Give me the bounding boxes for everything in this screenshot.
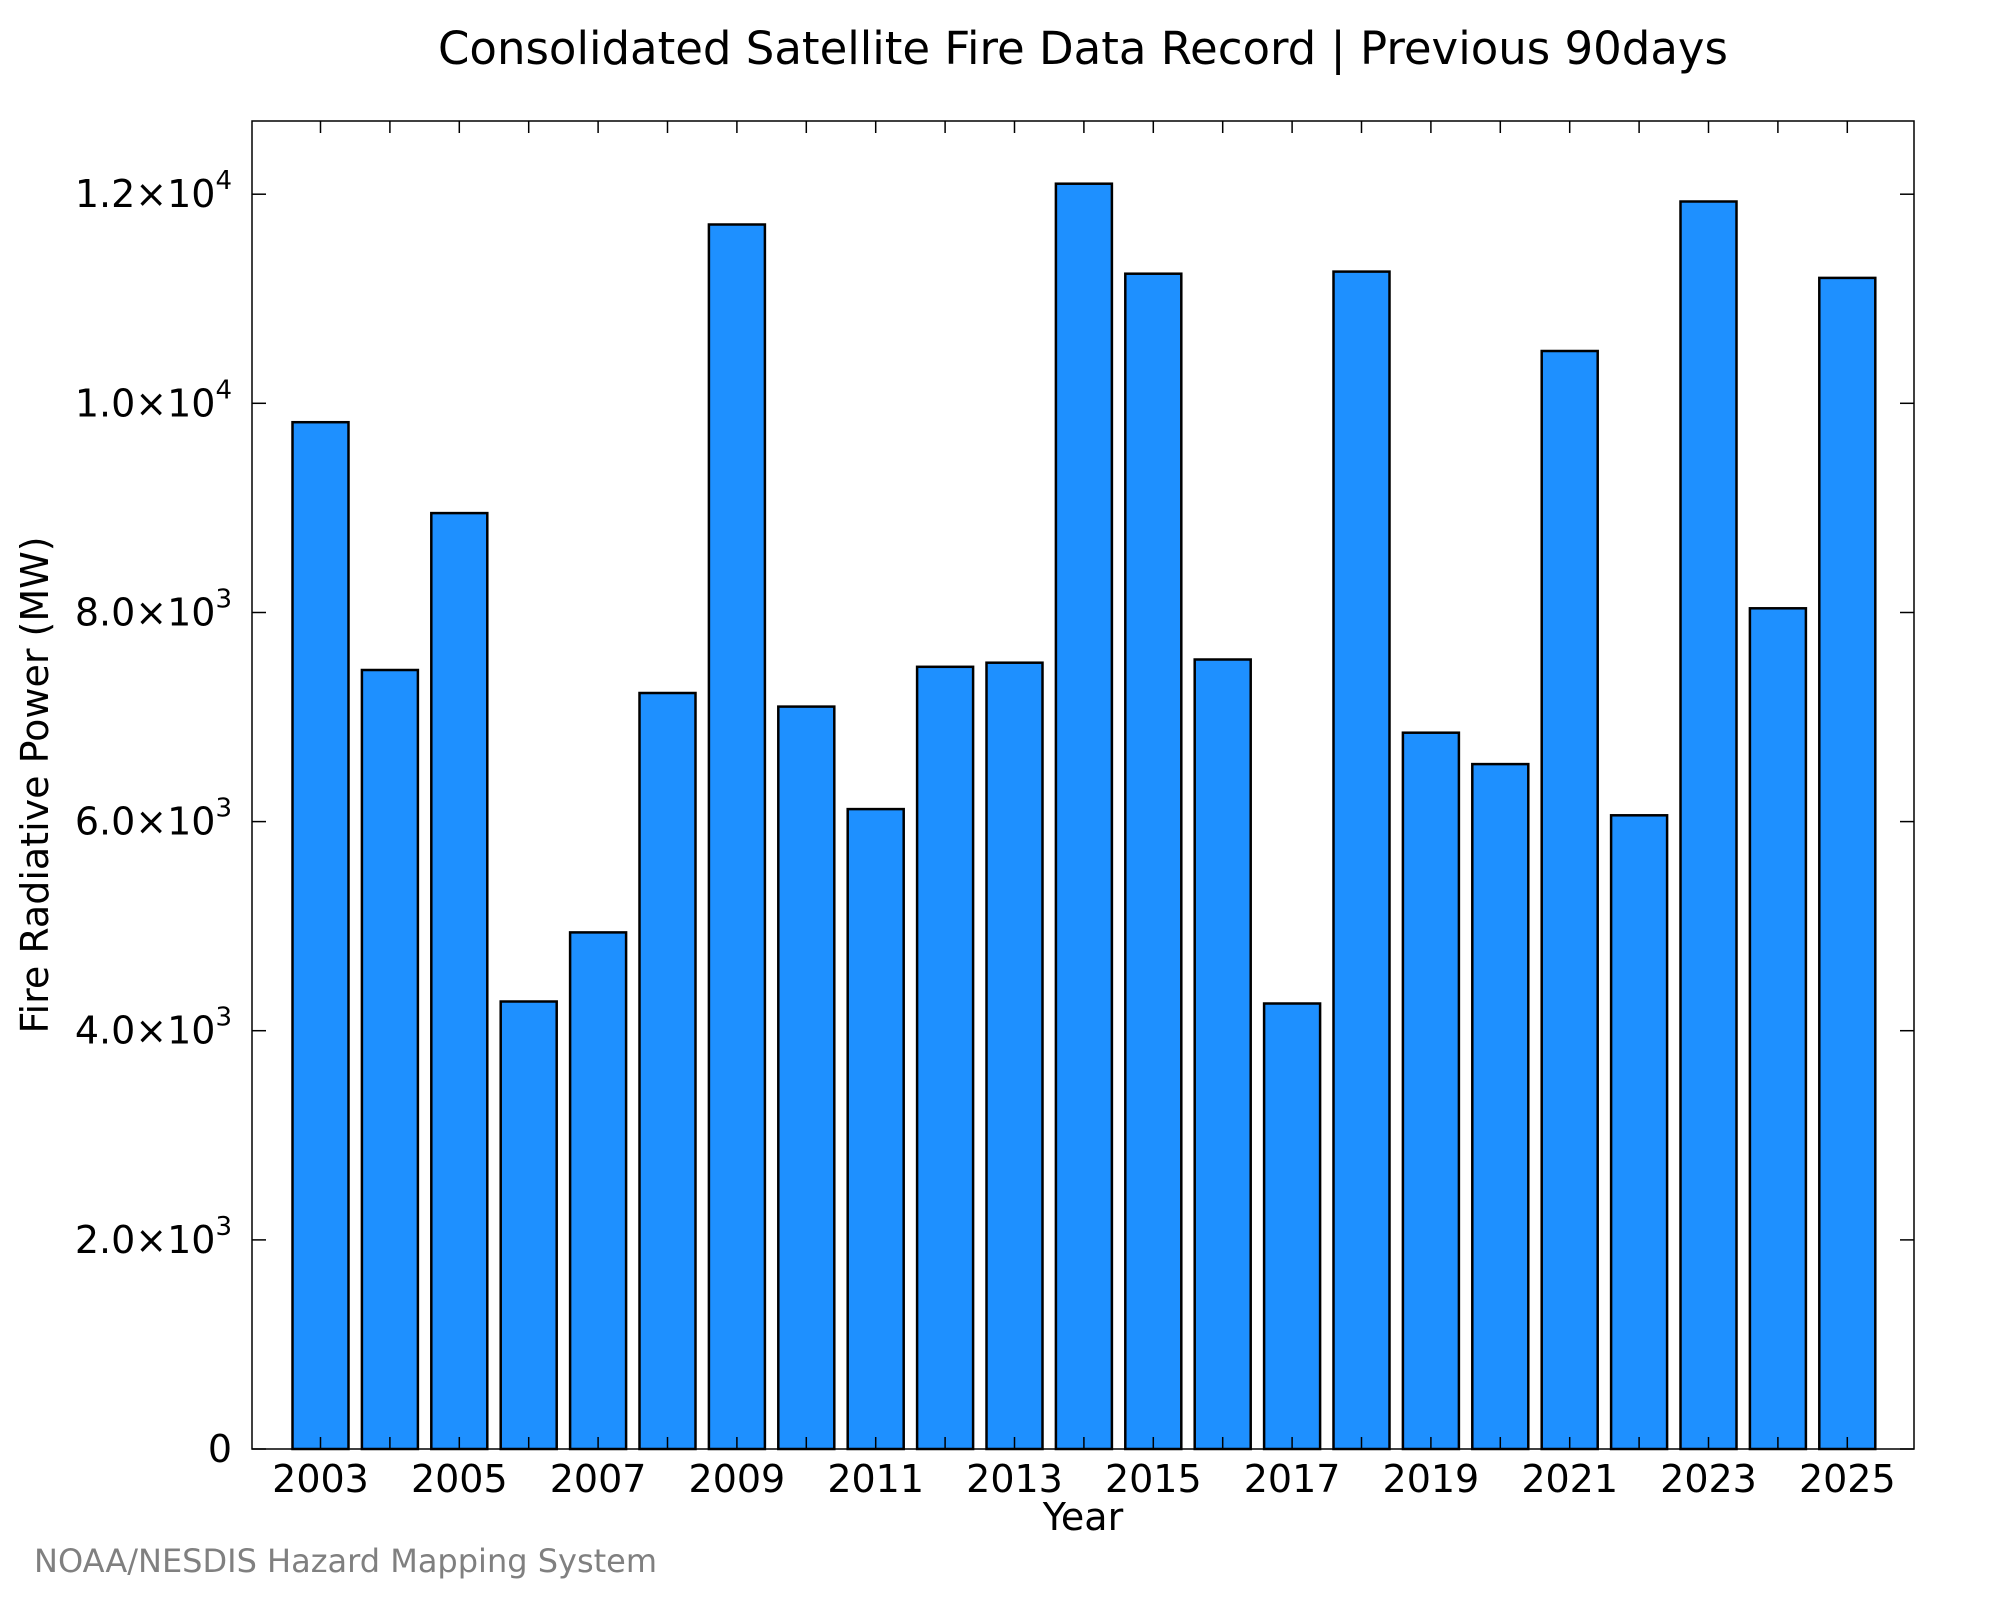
- bar-2015: [1124, 272, 1183, 1451]
- bar-2011: [846, 807, 905, 1451]
- bar-2021: [1540, 349, 1599, 1451]
- x-tick-label: 2021: [1521, 1457, 1618, 1501]
- x-tick-label: 2005: [411, 1457, 508, 1501]
- bar-2004: [360, 668, 420, 1451]
- bar-2003: [291, 420, 350, 1451]
- bar-2020: [1471, 762, 1530, 1451]
- y-tick-label: 2.0×103: [75, 1212, 232, 1262]
- bar-2012: [915, 665, 975, 1451]
- x-axis: 2003 2005 2007 2009 2011 2013 2015 2017 2019 2021…: [272, 121, 1896, 1501]
- bar-2016: [1193, 658, 1252, 1451]
- bar-2008: [638, 691, 697, 1451]
- x-tick-label: 2023: [1660, 1457, 1757, 1501]
- bar-2010: [777, 705, 836, 1451]
- x-tick-label: 2003: [272, 1457, 369, 1501]
- x-tick-label: 2011: [827, 1457, 924, 1501]
- y-tick-label: 1.2×104: [75, 166, 232, 216]
- bar-2017: [1262, 1002, 1322, 1451]
- y-tick-label: 0: [208, 1427, 232, 1471]
- bar-2013: [985, 661, 1044, 1451]
- bar-2025: [1818, 276, 1877, 1451]
- y-axis-label: Fire Radiative Power (MW): [13, 536, 57, 1033]
- bar-2005: [430, 511, 489, 1451]
- y-tick-label: 4.0×103: [75, 1003, 232, 1053]
- x-tick-label: 2009: [689, 1457, 786, 1501]
- bar-2009: [707, 223, 767, 1451]
- bars-group: [291, 182, 1877, 1451]
- y-axis: 0 2.0×103 4.0×103 6.0×103 8.0×103 1.0×104 1.2×…: [75, 166, 1914, 1471]
- bar-2022: [1609, 814, 1669, 1451]
- x-tick-label: 2025: [1799, 1457, 1896, 1501]
- y-tick-label: 6.0×103: [75, 794, 232, 844]
- x-tick-label: 2007: [550, 1457, 647, 1501]
- bar-2018: [1332, 270, 1391, 1451]
- bar-2019: [1401, 731, 1461, 1451]
- bar-2006: [499, 1000, 558, 1451]
- bar-2023: [1679, 200, 1738, 1451]
- bar-2024: [1748, 607, 1808, 1451]
- bar-2014: [1054, 182, 1114, 1451]
- y-tick-label: 1.0×104: [75, 375, 232, 425]
- credit-text: NOAA/NESDIS Hazard Mapping System: [34, 1542, 657, 1580]
- bar-2007: [568, 931, 628, 1451]
- plot-frame: [251, 120, 1915, 1450]
- x-axis-label: Year: [1042, 1495, 1124, 1539]
- x-tick-label: 2017: [1244, 1457, 1341, 1501]
- x-tick-label: 2019: [1383, 1457, 1480, 1501]
- y-tick-label: 8.0×103: [75, 585, 232, 635]
- x-tick-label: 2013: [966, 1457, 1063, 1501]
- chart-title: Consolidated Satellite Fire Data Record …: [438, 22, 1728, 75]
- x-tick-label: 2015: [1105, 1457, 1202, 1501]
